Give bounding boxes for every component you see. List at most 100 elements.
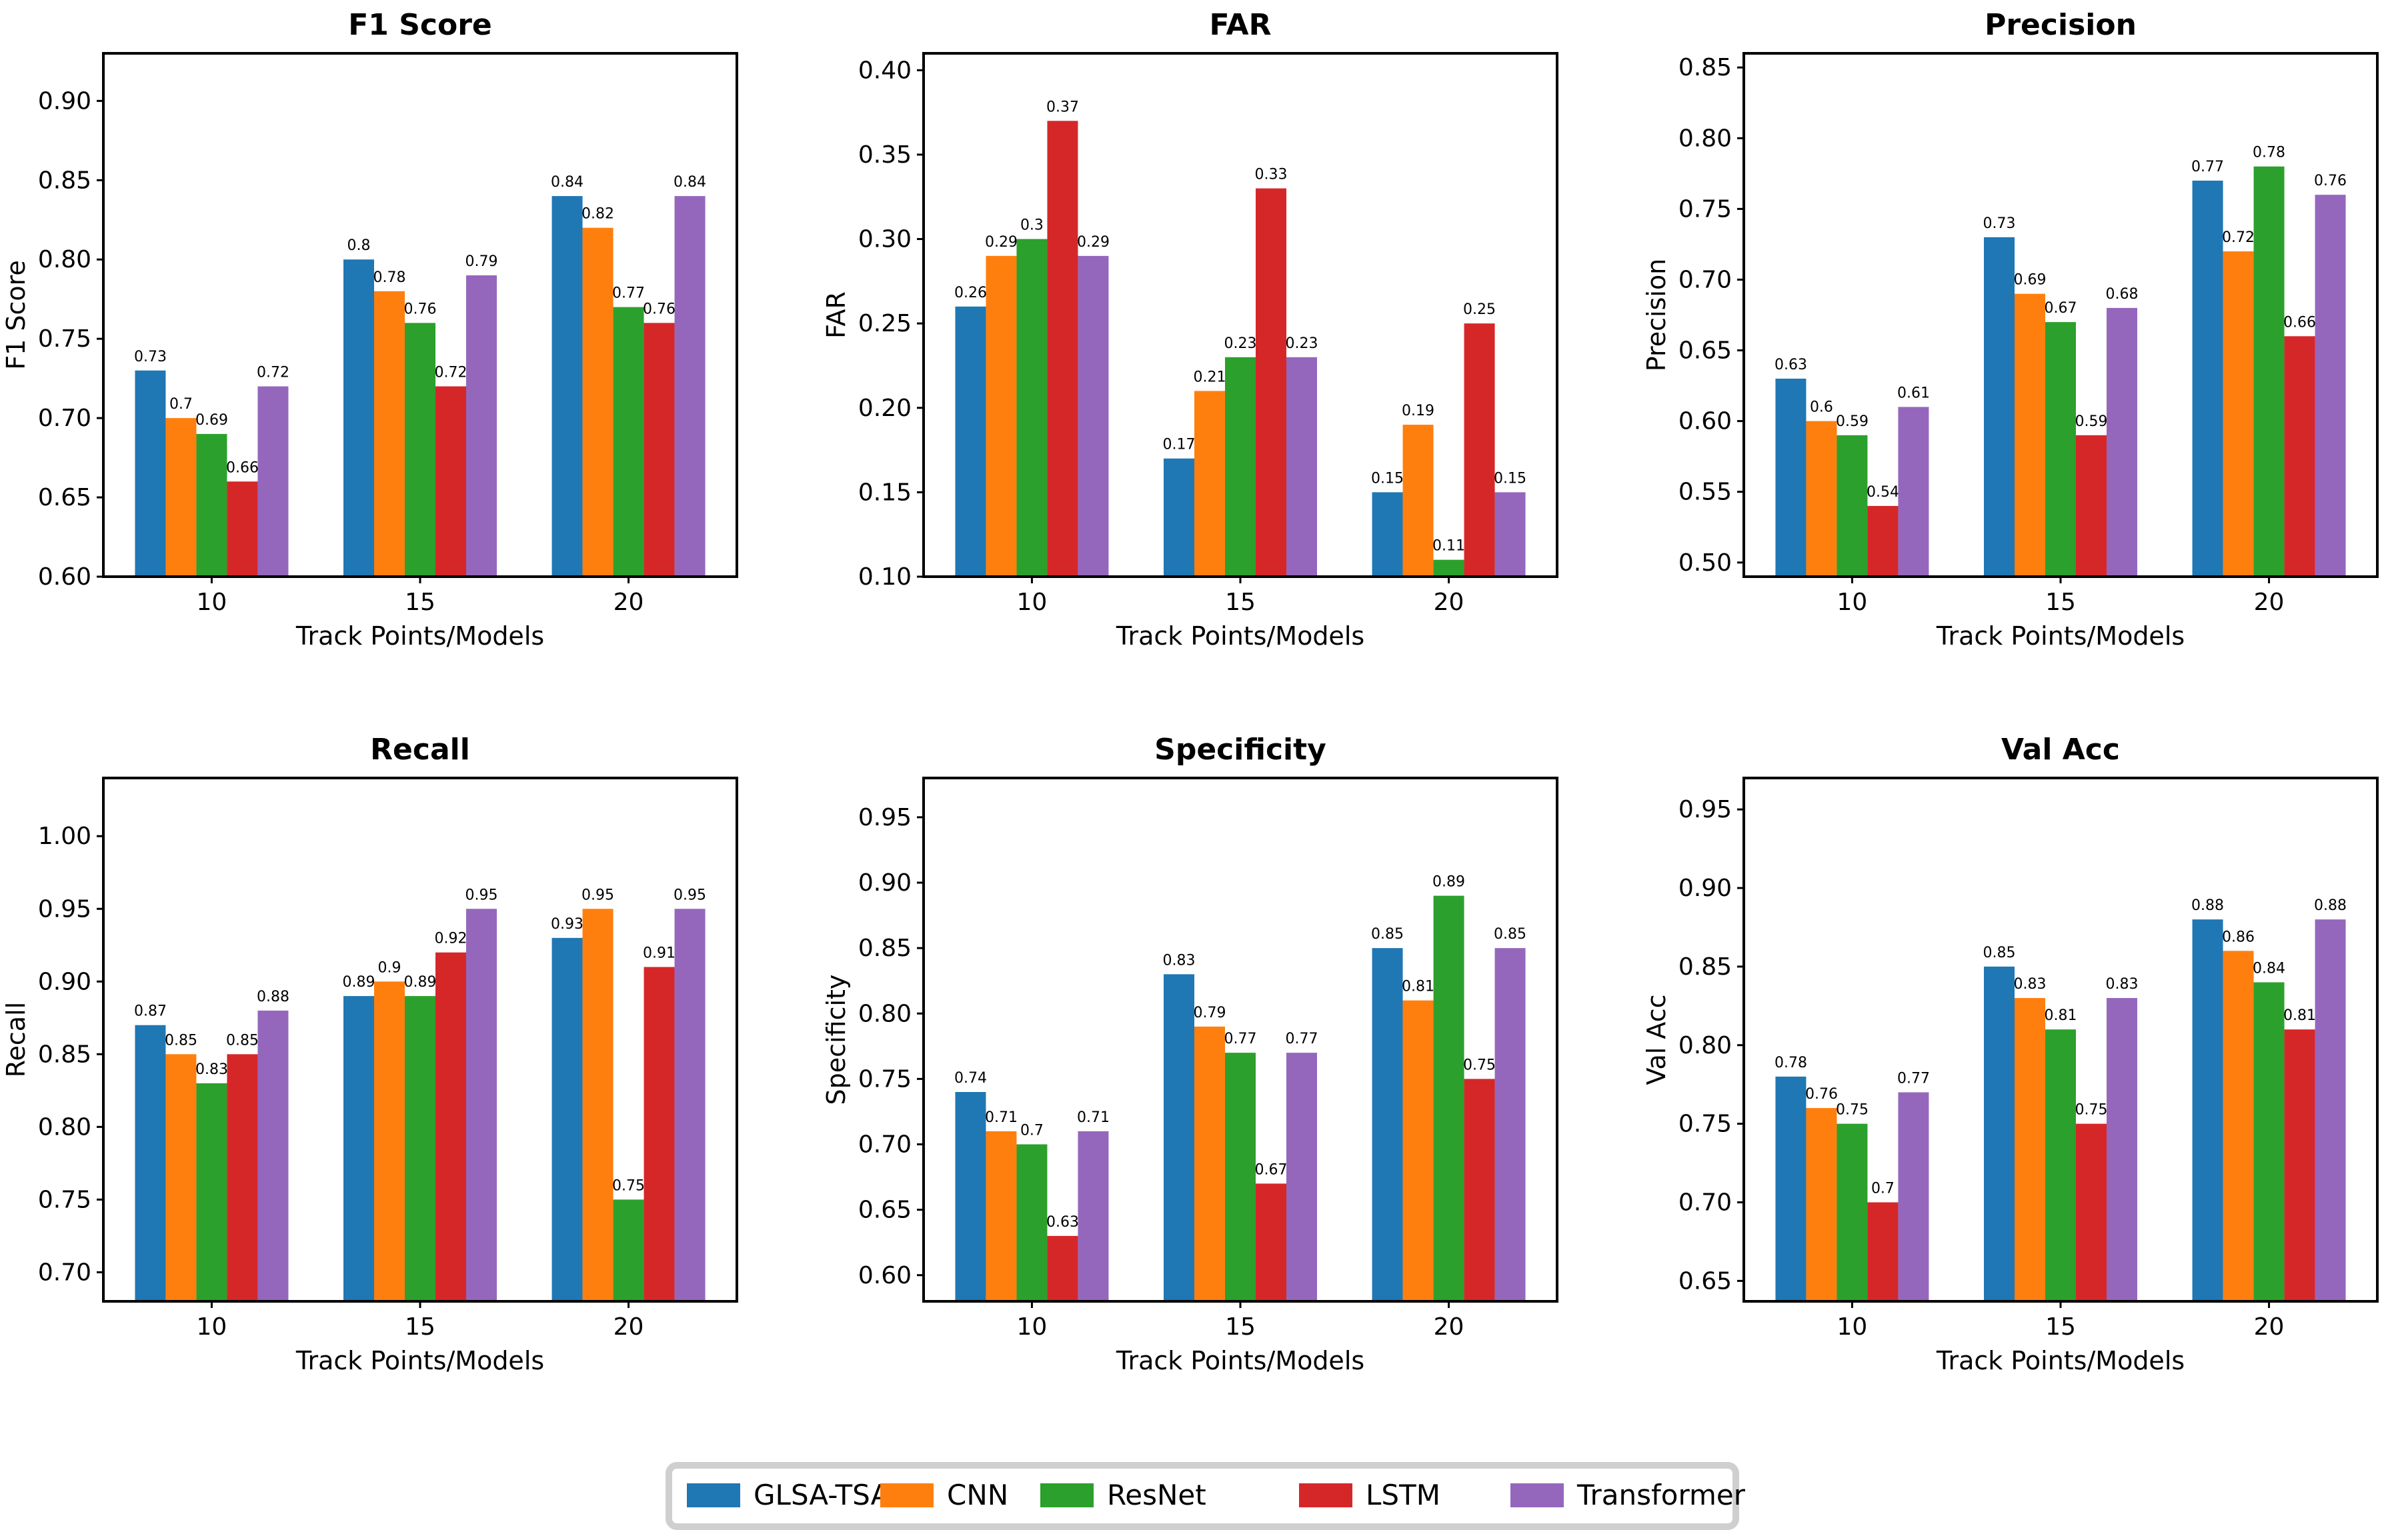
y-tick-label: 0.90 — [858, 869, 912, 897]
bar-transformer-20 — [1494, 492, 1526, 577]
y-tick-label: 1.00 — [38, 823, 91, 850]
bar-value-label: 0.75 — [2075, 1102, 2108, 1119]
bar-lstm-20 — [644, 323, 675, 577]
y-tick-label: 0.75 — [38, 1186, 91, 1213]
bar-value-label: 0.54 — [1867, 484, 1899, 501]
x-tick-label: 10 — [1837, 1313, 1868, 1341]
bar-transformer-15 — [1286, 1053, 1317, 1301]
bar-value-label: 0.29 — [985, 234, 1018, 251]
bar-lstm-10 — [1867, 505, 1899, 577]
y-tick-label: 0.90 — [1678, 875, 1732, 902]
bar-cnn-20 — [2223, 951, 2254, 1301]
chart-title: FAR — [1210, 8, 1272, 42]
bar-value-label: 0.8 — [347, 237, 371, 254]
bar-lstm-20 — [2284, 336, 2315, 577]
bar-value-label: 0.61 — [1897, 385, 1930, 401]
legend: GLSA-TSA CNN ResNet LSTM Transformer — [666, 1462, 1746, 1530]
bar-glsa-tsa-20 — [1372, 492, 1403, 577]
bar-cnn-15 — [374, 981, 405, 1301]
x-axis-label: Track Points/Models — [1116, 621, 1364, 651]
y-tick-label: 0.80 — [858, 1000, 912, 1027]
bar-value-label: 0.78 — [1774, 1055, 1807, 1071]
bar-lstm-15 — [1256, 188, 1286, 577]
y-tick-label: 0.40 — [858, 57, 912, 84]
x-tick-label: 20 — [1434, 1313, 1464, 1341]
bar-cnn-10 — [165, 1054, 197, 1301]
y-tick-label: 0.95 — [858, 804, 912, 831]
legend-swatch-lstm — [1299, 1483, 1352, 1507]
bar-transformer-15 — [2107, 307, 2137, 577]
bar-glsa-tsa-10 — [955, 1092, 986, 1301]
chart-title: Precision — [1985, 8, 2137, 42]
bar-glsa-tsa-10 — [955, 306, 986, 577]
chart-title: Val Acc — [2001, 733, 2120, 767]
bar-value-label: 0.59 — [2075, 413, 2108, 430]
bar-value-label: 0.63 — [1774, 357, 1807, 373]
bar-value-label: 0.77 — [612, 285, 645, 302]
bar-lstm-15 — [1256, 1183, 1286, 1301]
bar-value-label: 0.86 — [2222, 929, 2255, 945]
bar-value-label: 0.75 — [1836, 1102, 1869, 1119]
bar-value-label: 0.83 — [195, 1061, 228, 1078]
legend-swatch-cnn — [880, 1483, 934, 1507]
bar-glsa-tsa-10 — [1775, 1076, 1807, 1301]
y-tick-label: 0.75 — [858, 1065, 912, 1093]
x-tick-label: 20 — [614, 1313, 644, 1341]
bar-lstm-15 — [435, 386, 466, 577]
bar-value-label: 0.15 — [1494, 470, 1526, 487]
bar-value-label: 0.85 — [165, 1032, 197, 1049]
bar-value-label: 0.89 — [1432, 874, 1465, 891]
y-tick-label: 0.85 — [1678, 54, 1732, 81]
chart-val-acc: Val Acc0.780.760.750.70.770.850.830.810.… — [1642, 733, 2379, 1375]
bar-lstm-15 — [435, 952, 466, 1301]
chart-f1-score: F1 Score0.730.70.690.660.720.80.780.760.… — [1, 8, 738, 651]
bar-value-label: 0.77 — [1286, 1031, 1318, 1047]
bar-value-label: 0.72 — [257, 365, 289, 381]
bar-glsa-tsa-20 — [1372, 948, 1403, 1301]
bar-lstm-20 — [644, 967, 675, 1301]
bar-lstm-20 — [2284, 1029, 2315, 1301]
bar-value-label: 0.19 — [1402, 403, 1434, 419]
y-axis-label: Precision — [1642, 259, 1671, 372]
bar-value-label: 0.23 — [1224, 335, 1257, 352]
bar-value-label: 0.69 — [2014, 272, 2047, 289]
bar-transformer-10 — [1078, 1131, 1109, 1301]
bar-value-label: 0.59 — [1836, 413, 1869, 430]
chart-far: FAR0.260.290.30.370.290.170.210.230.330.… — [822, 8, 1558, 651]
bar-value-label: 0.68 — [2106, 286, 2139, 303]
bar-value-label: 0.87 — [134, 1003, 167, 1020]
y-tick-label: 0.90 — [38, 968, 91, 995]
bar-value-label: 0.95 — [674, 887, 706, 903]
bar-lstm-10 — [227, 1054, 258, 1301]
bar-value-label: 0.69 — [195, 412, 228, 429]
bar-cnn-15 — [1194, 1026, 1225, 1301]
bar-cnn-20 — [582, 909, 614, 1301]
bar-value-label: 0.66 — [2283, 314, 2316, 331]
x-tick-label: 20 — [614, 589, 644, 616]
bar-value-label: 0.93 — [551, 916, 583, 933]
y-tick-label: 0.70 — [38, 405, 91, 432]
bar-glsa-tsa-15 — [343, 996, 374, 1301]
bar-value-label: 0.77 — [1224, 1031, 1257, 1047]
chart-title: Specificity — [1154, 733, 1326, 767]
bar-resnet-20 — [1433, 895, 1464, 1301]
y-tick-label: 0.75 — [1678, 1111, 1732, 1138]
bar-transformer-20 — [674, 196, 706, 577]
bar-cnn-20 — [1402, 1000, 1434, 1301]
legend-label-transformer: Transformer — [1576, 1479, 1746, 1511]
bar-lstm-10 — [1047, 1235, 1078, 1301]
y-tick-label: 0.35 — [858, 141, 912, 169]
bar-value-label: 0.7 — [169, 396, 193, 413]
y-tick-label: 0.70 — [858, 1131, 912, 1159]
y-axis-label: Val Acc — [1642, 994, 1671, 1085]
bar-glsa-tsa-20 — [2192, 180, 2223, 577]
bar-value-label: 0.29 — [1077, 234, 1110, 251]
x-tick-label: 20 — [1434, 589, 1464, 616]
bar-cnn-10 — [165, 418, 197, 577]
bar-cnn-15 — [1194, 391, 1225, 577]
bar-value-label: 0.73 — [1983, 215, 2016, 232]
bar-resnet-15 — [1225, 1053, 1256, 1301]
bar-resnet-10 — [196, 1083, 227, 1301]
y-tick-label: 0.65 — [858, 1197, 912, 1224]
bar-value-label: 0.83 — [2106, 976, 2139, 993]
